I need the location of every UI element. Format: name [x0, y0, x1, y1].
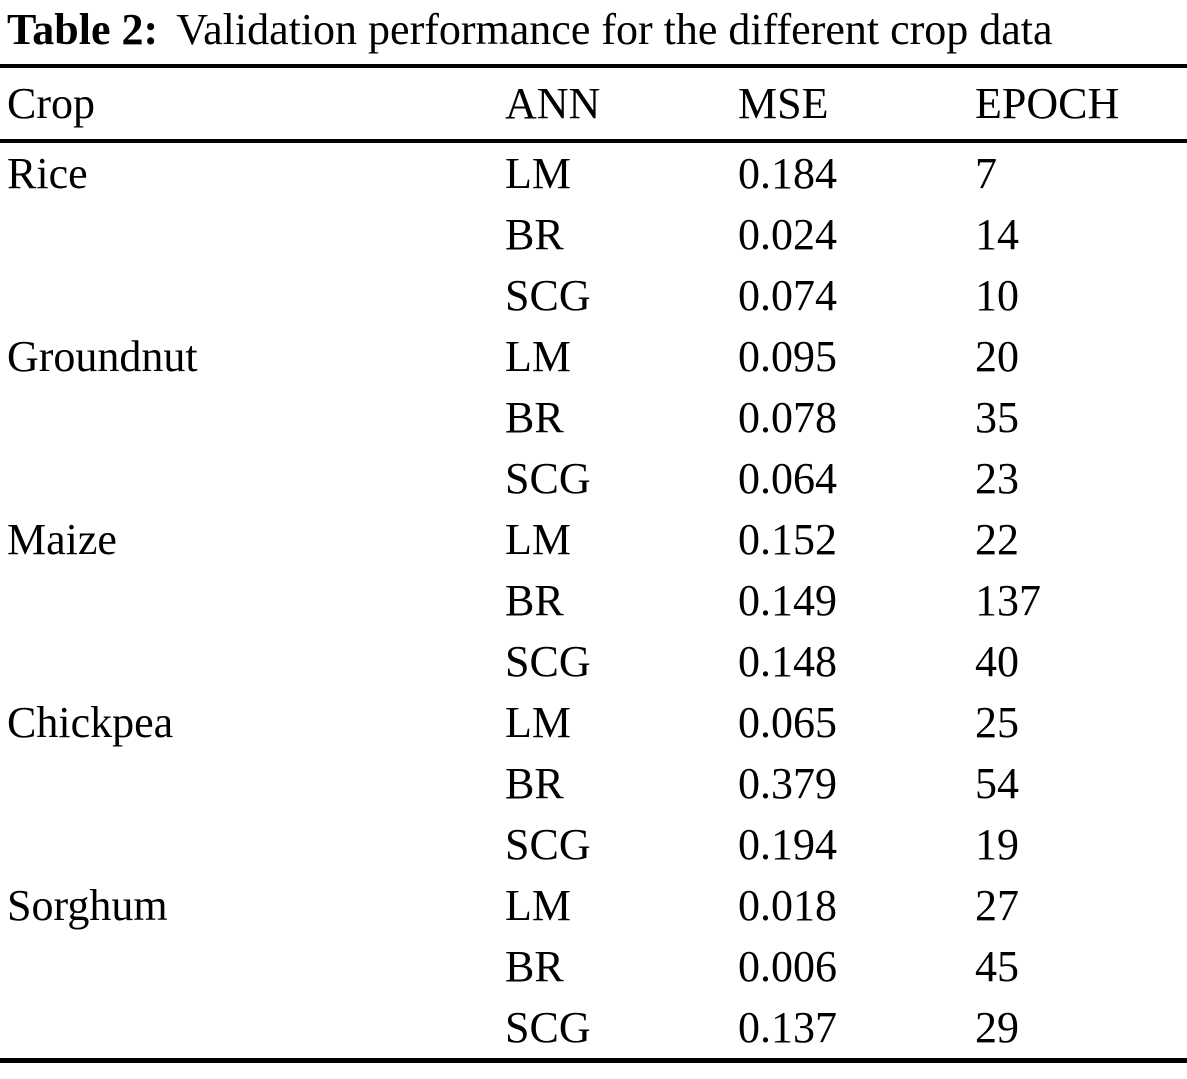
crop-cell	[0, 631, 505, 692]
epoch-cell: 29	[975, 1002, 1019, 1052]
mse-cell: 0.024	[738, 209, 837, 259]
table-row: Sorghum LM 0.018 27	[0, 875, 1187, 936]
table-caption: Table 2: Validation performance for the d…	[0, 0, 1187, 64]
column-header-ann: ANN	[505, 78, 601, 128]
crop-cell: Chickpea	[7, 697, 174, 747]
crop-cell	[0, 387, 505, 448]
table-caption-label: Table 2:	[7, 5, 159, 54]
mse-cell: 0.065	[738, 697, 837, 747]
mse-cell: 0.064	[738, 453, 837, 503]
mse-cell: 0.078	[738, 392, 837, 442]
mse-cell: 0.074	[738, 270, 837, 320]
table-row: Groundnut LM 0.095 20	[0, 326, 1187, 387]
crop-cell: Groundnut	[7, 331, 198, 381]
ann-cell: SCG	[505, 819, 591, 869]
ann-cell: SCG	[505, 1002, 591, 1052]
mse-cell: 0.194	[738, 819, 837, 869]
mse-cell: 0.095	[738, 331, 837, 381]
table-row: SCG 0.137 29	[0, 997, 1187, 1061]
epoch-cell: 7	[975, 148, 997, 198]
epoch-cell: 137	[975, 575, 1041, 625]
epoch-cell: 23	[975, 453, 1019, 503]
epoch-cell: 20	[975, 331, 1019, 381]
table-row: BR 0.379 54	[0, 753, 1187, 814]
validation-performance-table: Crop ANN MSE EPOCH Rice LM 0.184 7 BR 0.…	[0, 64, 1187, 1063]
table-caption-text: Validation performance for the different…	[176, 5, 1053, 54]
epoch-cell: 45	[975, 941, 1019, 991]
mse-cell: 0.018	[738, 880, 837, 930]
epoch-cell: 25	[975, 697, 1019, 747]
mse-cell: 0.137	[738, 1002, 837, 1052]
table-row: BR 0.078 35	[0, 387, 1187, 448]
table-row: Rice LM 0.184 7	[0, 141, 1187, 204]
ann-cell: SCG	[505, 270, 591, 320]
mse-cell: 0.379	[738, 758, 837, 808]
epoch-cell: 19	[975, 819, 1019, 869]
crop-cell: Rice	[7, 148, 88, 198]
table-row: Chickpea LM 0.065 25	[0, 692, 1187, 753]
ann-cell: SCG	[505, 636, 591, 686]
ann-cell: LM	[505, 514, 571, 564]
crop-cell	[0, 204, 505, 265]
mse-cell: 0.148	[738, 636, 837, 686]
table-row: SCG 0.064 23	[0, 448, 1187, 509]
table-row: SCG 0.194 19	[0, 814, 1187, 875]
ann-cell: LM	[505, 880, 571, 930]
crop-cell: Maize	[7, 514, 117, 564]
table-row: BR 0.024 14	[0, 204, 1187, 265]
ann-cell: BR	[505, 941, 564, 991]
column-header-epoch: EPOCH	[975, 78, 1120, 128]
crop-cell	[0, 753, 505, 814]
crop-cell	[0, 814, 505, 875]
epoch-cell: 35	[975, 392, 1019, 442]
table-row: Maize LM 0.152 22	[0, 509, 1187, 570]
crop-cell	[0, 448, 505, 509]
ann-cell: LM	[505, 331, 571, 381]
epoch-cell: 10	[975, 270, 1019, 320]
epoch-cell: 22	[975, 514, 1019, 564]
table-row: SCG 0.074 10	[0, 265, 1187, 326]
ann-cell: SCG	[505, 453, 591, 503]
table-row: BR 0.006 45	[0, 936, 1187, 997]
mse-cell: 0.152	[738, 514, 837, 564]
crop-cell: Sorghum	[7, 880, 168, 930]
mse-cell: 0.149	[738, 575, 837, 625]
column-header-crop: Crop	[7, 78, 95, 128]
ann-cell: LM	[505, 697, 571, 747]
table-row: SCG 0.148 40	[0, 631, 1187, 692]
crop-cell	[0, 265, 505, 326]
ann-cell: LM	[505, 148, 571, 198]
mse-cell: 0.006	[738, 941, 837, 991]
epoch-cell: 14	[975, 209, 1019, 259]
epoch-cell: 27	[975, 880, 1019, 930]
epoch-cell: 40	[975, 636, 1019, 686]
ann-cell: BR	[505, 209, 564, 259]
ann-cell: BR	[505, 758, 564, 808]
ann-cell: BR	[505, 392, 564, 442]
epoch-cell: 54	[975, 758, 1019, 808]
crop-cell	[0, 936, 505, 997]
table-row: BR 0.149 137	[0, 570, 1187, 631]
crop-cell	[0, 997, 505, 1061]
mse-cell: 0.184	[738, 148, 837, 198]
ann-cell: BR	[505, 575, 564, 625]
column-header-mse: MSE	[738, 78, 829, 128]
table-header-row: Crop ANN MSE EPOCH	[0, 66, 1187, 141]
crop-cell	[0, 570, 505, 631]
